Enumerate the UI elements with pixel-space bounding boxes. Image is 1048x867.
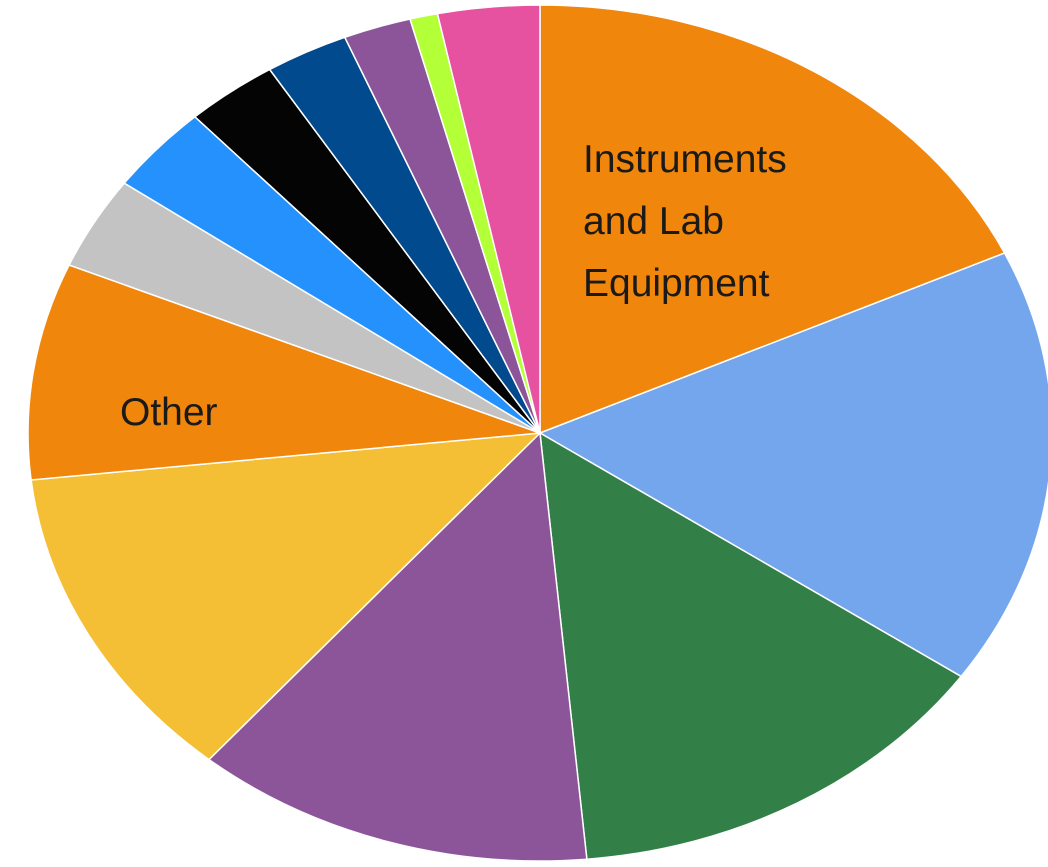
slice-label-1: Instruments and Lab Equipment [583, 138, 787, 305]
slice-label-line: Instruments [583, 138, 787, 181]
pie-slice-3 [539, 431, 963, 861]
pie-slices [27, 4, 1048, 862]
slice-label-line: Equipment [583, 262, 770, 305]
pie-labels: Instruments and Lab Equipment Other [120, 138, 787, 434]
slice-label-6: Other [120, 391, 218, 434]
pie-slice-6 [27, 264, 541, 481]
pie-slice-2 [538, 252, 1048, 678]
pie-slice-13 [436, 4, 541, 434]
pie-slice-4 [207, 431, 588, 862]
slice-label-line: and Lab [583, 200, 724, 243]
pie-slice-5 [30, 432, 543, 761]
slice-label-line: Other [120, 391, 218, 434]
pie-slice-1 [539, 4, 1006, 435]
